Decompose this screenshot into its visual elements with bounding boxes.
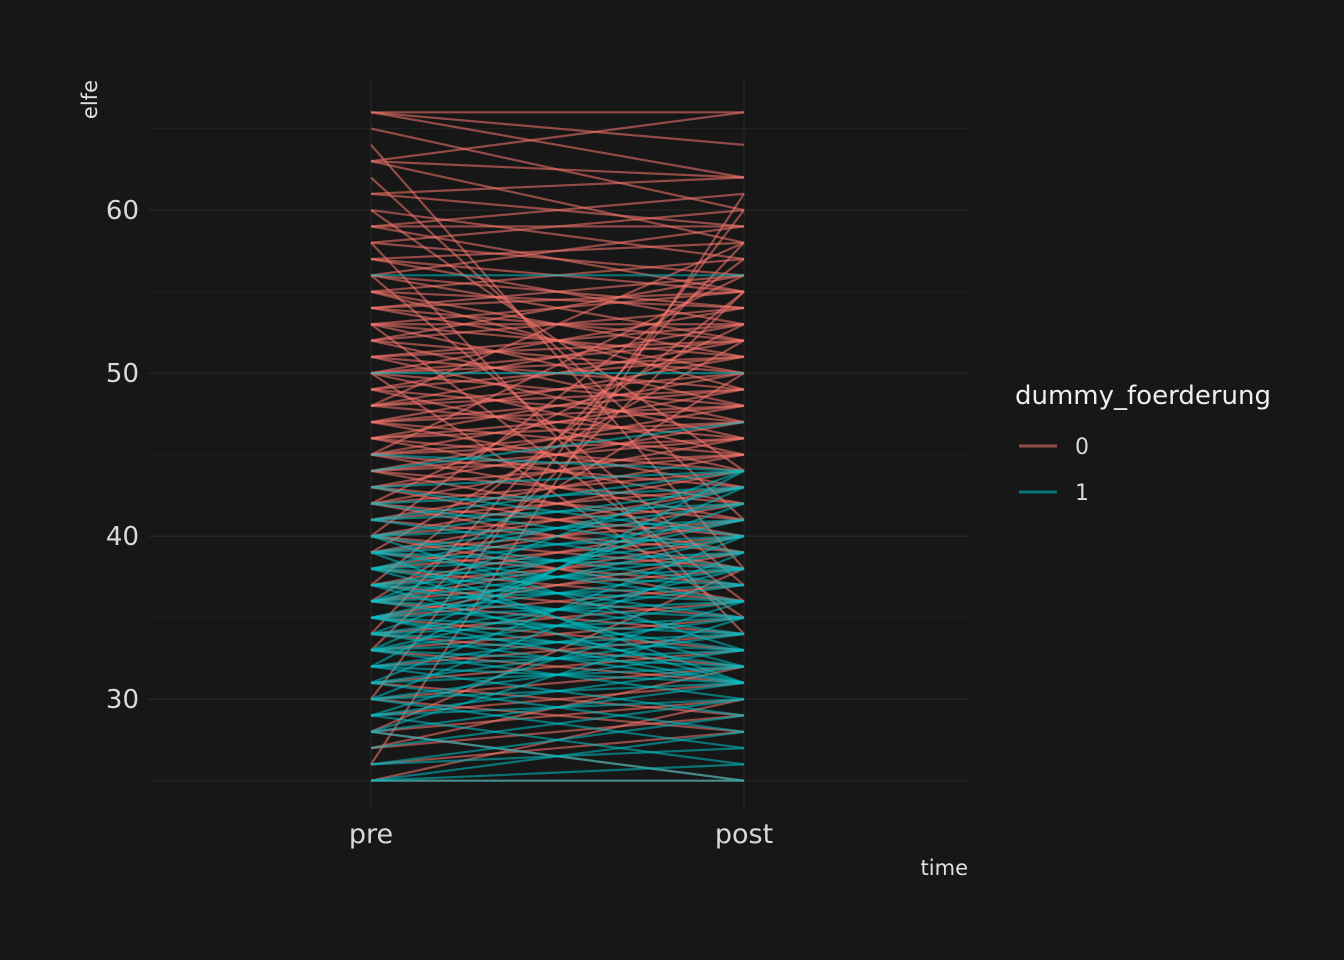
series-0-line — [370, 274, 745, 310]
series-0-line — [370, 372, 745, 440]
series-0-line — [370, 714, 745, 750]
series-1-line — [370, 600, 745, 717]
series-1-line — [370, 665, 745, 717]
series-0-line — [370, 160, 745, 179]
series-0-line — [370, 698, 745, 733]
legend-label-1: 1 — [1075, 481, 1089, 506]
series-1-line — [370, 616, 745, 684]
series-0-line — [370, 111, 745, 163]
y-tick-label: 60 — [106, 196, 139, 226]
series-1-line — [370, 551, 745, 701]
legend: dummy_foerderung 01 — [1015, 381, 1271, 506]
series-1-line — [370, 420, 745, 473]
series-1-line — [370, 535, 745, 619]
y-axis-title: elfe — [78, 80, 102, 119]
series-1-line — [370, 469, 745, 668]
series-1-line — [370, 535, 745, 684]
series-0-line — [370, 665, 745, 701]
series-1-line — [370, 453, 745, 473]
x-axis-ticks: pre post — [349, 819, 773, 850]
series-1-line — [370, 469, 745, 489]
series-0-line — [370, 730, 745, 766]
series-0-line — [370, 225, 745, 277]
series-0-line — [370, 209, 745, 261]
series-0-line — [370, 241, 745, 407]
x-axis-title: time — [921, 856, 968, 880]
series-0-line — [370, 176, 745, 521]
legend-label-0: 0 — [1075, 435, 1089, 460]
series-0-line — [370, 160, 745, 244]
series-0-line — [370, 209, 745, 700]
series-0-line — [370, 551, 745, 619]
series-0-line — [370, 290, 745, 652]
series-0-line — [370, 209, 745, 244]
series-0-line — [370, 355, 745, 424]
x-tick-label-post: post — [715, 819, 773, 850]
series-1-line — [370, 469, 745, 603]
series-0-line — [370, 469, 745, 538]
series-0-line — [370, 111, 745, 147]
series-0-line — [370, 144, 745, 570]
series-0-line — [370, 192, 745, 228]
series-0-line — [370, 241, 745, 277]
x-tick-label-pre: pre — [349, 819, 393, 850]
series-1-line — [370, 681, 745, 733]
series-1-line — [370, 616, 745, 733]
series-1-line — [370, 486, 745, 538]
legend-entries: 01 — [1019, 435, 1089, 506]
series-0-line — [370, 372, 745, 603]
series-0-line — [370, 388, 745, 456]
series-1-line — [370, 518, 745, 603]
series-0-line — [370, 176, 745, 195]
series-1-line — [370, 763, 745, 782]
series-1-line — [370, 714, 745, 766]
plot-lines — [370, 111, 745, 782]
series-0-line — [370, 681, 745, 717]
series-0-line — [370, 323, 745, 505]
series-0-line — [370, 209, 745, 472]
series-0-line — [370, 111, 745, 179]
series-0-line — [370, 274, 745, 342]
series-1-line — [370, 518, 745, 570]
y-axis-ticks: 30 40 50 60 — [106, 196, 139, 715]
series-1-line — [370, 730, 745, 782]
series-1-line — [370, 567, 745, 668]
series-0-line — [370, 290, 745, 310]
series-1-line — [370, 698, 745, 750]
series-1-line — [370, 535, 745, 652]
y-tick-label: 50 — [106, 359, 139, 389]
series-0-line — [370, 290, 745, 586]
series-0-line — [370, 258, 745, 538]
series-group-1 — [370, 274, 745, 782]
y-tick-label: 40 — [106, 522, 139, 552]
legend-title: dummy_foerderung — [1015, 381, 1271, 411]
series-1-line — [370, 469, 745, 521]
series-1-line — [370, 584, 745, 684]
series-0-line — [370, 649, 745, 684]
y-tick-label: 30 — [106, 685, 139, 715]
